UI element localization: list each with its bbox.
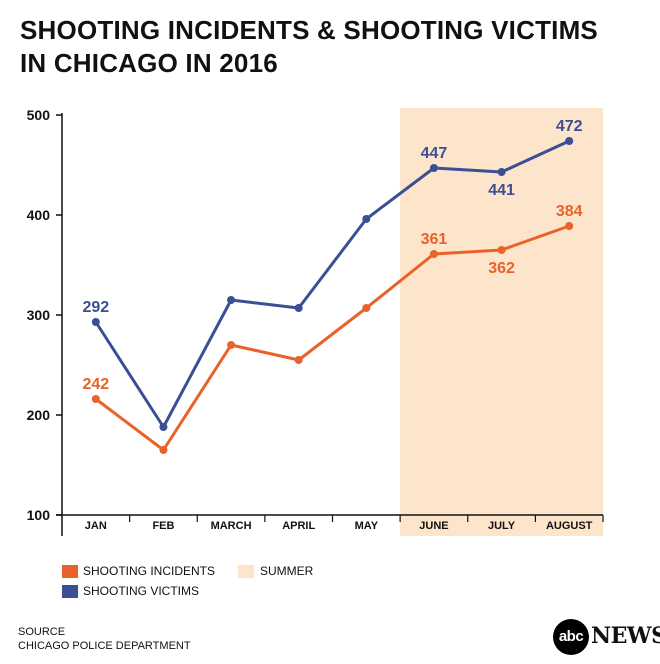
data-label-victims: 472 (556, 118, 583, 135)
summer-highlight (400, 108, 603, 536)
data-point-incidents (91, 395, 100, 403)
source-note: SOURCE CHICAGO POLICE DEPARTMENT (18, 625, 191, 653)
data-label-victims: 292 (82, 299, 109, 316)
data-point-victims (294, 304, 303, 312)
chart-title: SHOOTING INCIDENTS & SHOOTING VICTIMS IN… (20, 14, 650, 80)
x-tick-label: APRIL (282, 520, 315, 532)
data-label-incidents: 362 (488, 260, 515, 277)
data-point-incidents (159, 446, 168, 454)
series-line-victims (94, 139, 570, 429)
data-point-incidents (362, 304, 371, 312)
legend-label-incidents: SHOOTING INCIDENTS (83, 564, 216, 578)
legend-label-victims: SHOOTING VICTIMS (83, 584, 200, 598)
data-point-incidents (497, 246, 506, 254)
x-tick-label: FEB (152, 520, 174, 532)
y-tick-label: 500 (27, 107, 51, 123)
source-text: CHICAGO POLICE DEPARTMENT (18, 640, 191, 652)
legend-swatch-incidents (62, 565, 78, 578)
x-tick-label: JULY (488, 520, 516, 532)
data-label-victims: 441 (488, 182, 515, 199)
title-line-1: SHOOTING INCIDENTS & SHOOTING VICTIMS (20, 15, 598, 45)
legend-swatch-victims (62, 585, 78, 598)
data-point-victims (497, 168, 506, 176)
data-point-victims (565, 137, 574, 145)
data-point-victims (429, 164, 438, 172)
line-chart: 100 200 300 400 500 JAN FEB MARCH APRIL MAY JUNE JU… (27, 107, 604, 536)
data-point-victims (91, 318, 100, 326)
y-tick-label: 200 (27, 407, 51, 423)
y-tick-label: 300 (27, 307, 51, 323)
legend-label-summer: SUMMER (260, 564, 314, 578)
x-tick-label: AUGUST (546, 520, 593, 532)
data-label-incidents: 361 (421, 231, 448, 248)
data-point-victims (362, 215, 371, 223)
abc-news-logo: abc NEWS (553, 619, 660, 655)
series-line-incidents (94, 224, 570, 452)
data-point-victims (227, 296, 236, 304)
abc-logo-circle: abc (553, 619, 589, 655)
y-tick-label: 100 (27, 507, 51, 523)
data-label-incidents: 242 (82, 376, 109, 393)
source-heading: SOURCE (18, 626, 66, 638)
data-point-incidents (565, 222, 574, 230)
data-point-incidents (429, 250, 438, 258)
title-line-2: IN CHICAGO IN 2016 (20, 48, 278, 78)
data-label-victims: 447 (421, 145, 448, 162)
x-tick-label: JAN (85, 520, 107, 532)
y-tick-label: 400 (27, 207, 51, 223)
x-tick-label: MAY (355, 520, 379, 532)
data-point-incidents (294, 356, 303, 364)
x-tick-label: MARCH (211, 520, 252, 532)
x-tick-label: JUNE (419, 520, 448, 532)
data-label-incidents: 384 (556, 203, 583, 220)
data-point-incidents (227, 341, 236, 349)
news-wordmark: NEWS (591, 623, 660, 649)
data-point-victims (159, 423, 168, 431)
legend-swatch-summer (238, 565, 254, 578)
